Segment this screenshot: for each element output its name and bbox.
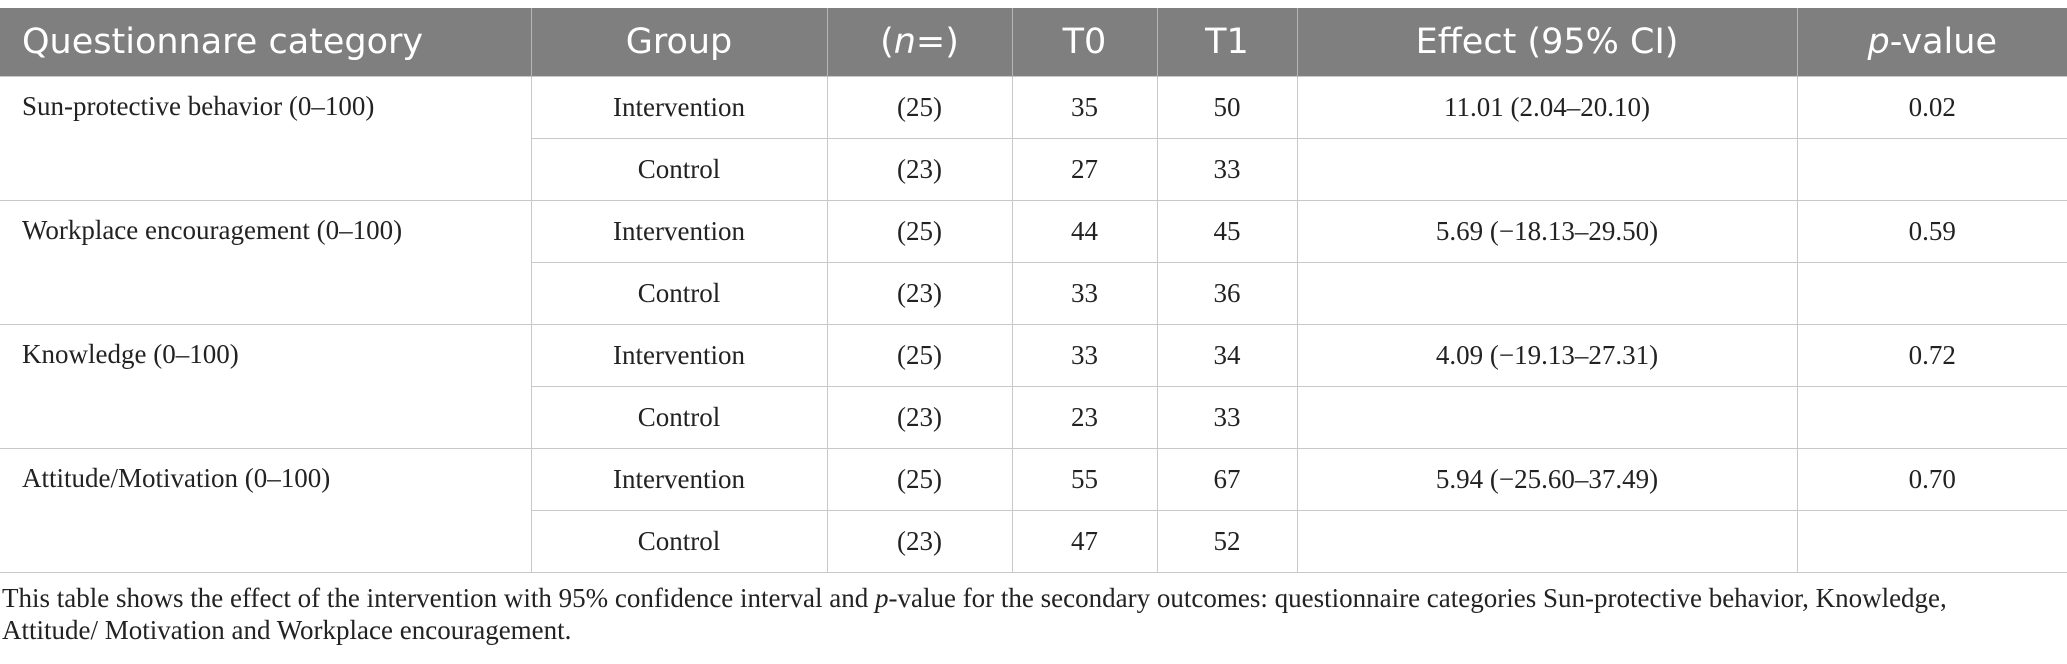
header-t1: T1	[1156, 8, 1297, 77]
header-p-rest: -value	[1889, 22, 1997, 62]
group-cell: Control	[530, 386, 828, 449]
category-cell: Workplace encouragement (0–100)	[0, 200, 532, 325]
header-n-close: =)	[915, 22, 959, 62]
p-value-cell-empty	[1796, 138, 2067, 201]
n-cell: (23)	[826, 510, 1013, 573]
p-value-cell-empty	[1796, 510, 2067, 573]
t0-cell: 33	[1011, 262, 1158, 325]
results-table: Questionnare category Group (n=) T0 T1 E…	[0, 8, 2067, 573]
effect-cell: 5.69 (−18.13–29.50)	[1296, 200, 1798, 263]
table-row: Sun-protective behavior (0–100) Interven…	[0, 76, 2067, 201]
t1-cell: 33	[1156, 138, 1298, 201]
n-cell: (23)	[826, 262, 1013, 325]
n-cell: (25)	[826, 76, 1013, 139]
table-row: Control (23) 47 52	[0, 510, 2067, 573]
effect-cell-empty	[1296, 510, 1798, 573]
t1-cell: 36	[1156, 262, 1298, 325]
effect-cell-empty	[1296, 262, 1798, 325]
t1-cell: 45	[1156, 200, 1298, 263]
t1-cell: 34	[1156, 324, 1298, 387]
effect-cell: 4.09 (−19.13–27.31)	[1296, 324, 1798, 387]
group-cell: Control	[530, 510, 828, 573]
header-n-open: (	[880, 22, 894, 62]
effect-cell: 11.01 (2.04–20.10)	[1296, 76, 1798, 139]
t0-cell: 35	[1011, 76, 1158, 139]
header-t0: T0	[1011, 8, 1157, 77]
table-row: Attitude/Motivation (0–100) Intervention…	[0, 448, 2067, 573]
t1-cell: 33	[1156, 386, 1298, 449]
p-value-cell: 0.59	[1796, 200, 2067, 263]
n-cell: (23)	[826, 138, 1013, 201]
header-n: (n=)	[826, 8, 1012, 77]
group-cell: Control	[530, 138, 828, 201]
group-cell: Intervention	[530, 76, 828, 139]
t0-cell: 27	[1011, 138, 1158, 201]
p-value-cell: 0.02	[1796, 76, 2067, 139]
table-row: Knowledge (0–100) Intervention (25) 33 3…	[0, 324, 2067, 449]
table-row: Workplace encouragement (0–100) Interven…	[0, 200, 2067, 325]
t1-cell: 50	[1156, 76, 1298, 139]
group-cell: Intervention	[530, 324, 828, 387]
t0-cell: 33	[1011, 324, 1158, 387]
effect-cell-empty	[1296, 138, 1798, 201]
category-cell: Knowledge (0–100)	[0, 324, 532, 449]
table-footnote: This table shows the effect of the inter…	[2, 582, 2042, 646]
group-cell: Intervention	[530, 200, 828, 263]
p-value-cell-empty	[1796, 386, 2067, 449]
n-cell: (25)	[826, 200, 1013, 263]
n-cell: (25)	[826, 448, 1013, 511]
header-n-var: n	[893, 22, 916, 62]
header-row: Questionnare category Group (n=) T0 T1 E…	[0, 8, 2067, 77]
t1-cell: 67	[1156, 448, 1298, 511]
p-value-cell: 0.70	[1796, 448, 2067, 511]
group-cell: Control	[530, 262, 828, 325]
n-cell: (25)	[826, 324, 1013, 387]
footnote-p-var: p	[874, 583, 889, 613]
p-value-cell-empty	[1796, 262, 2067, 325]
category-cell: Attitude/Motivation (0–100)	[0, 448, 532, 573]
header-group: Group	[530, 8, 827, 77]
category-cell: Sun-protective behavior (0–100)	[0, 76, 532, 201]
header-category: Questionnare category	[0, 8, 531, 77]
n-cell: (23)	[826, 386, 1013, 449]
t0-cell: 47	[1011, 510, 1158, 573]
effect-cell-empty	[1296, 386, 1798, 449]
t0-cell: 55	[1011, 448, 1158, 511]
effect-cell: 5.94 (−25.60–37.49)	[1296, 448, 1798, 511]
header-p-var: p	[1867, 22, 1890, 62]
t0-cell: 44	[1011, 200, 1158, 263]
p-value-cell: 0.72	[1796, 324, 2067, 387]
footnote-part2: -value for the secondary outcomes: quest…	[2, 583, 1947, 645]
t0-cell: 23	[1011, 386, 1158, 449]
footnote-part1: This table shows the effect of the inter…	[2, 583, 875, 613]
header-p-value: p-value	[1796, 8, 2067, 77]
t1-cell: 52	[1156, 510, 1298, 573]
table-row: Control (23) 33 36	[0, 262, 2067, 325]
group-cell: Intervention	[530, 448, 828, 511]
header-effect: Effect (95% CI)	[1296, 8, 1797, 77]
